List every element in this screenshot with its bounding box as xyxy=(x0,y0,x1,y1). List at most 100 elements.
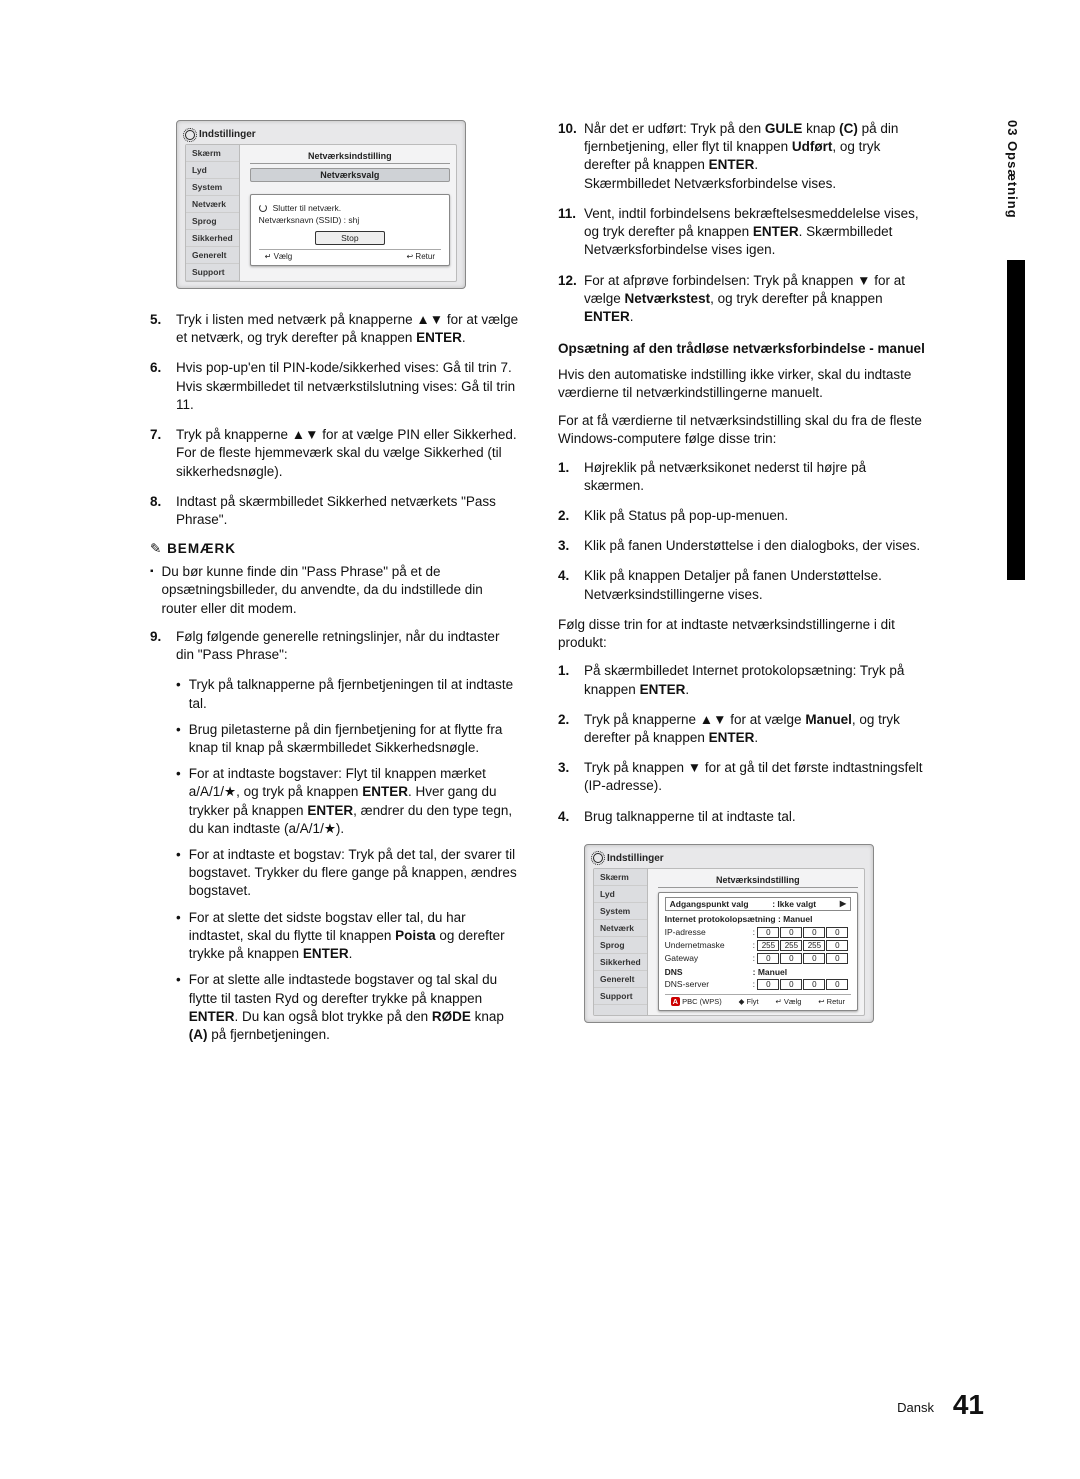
device-side-item: Netværk xyxy=(594,920,647,937)
chevron-right-icon[interactable]: ▶ xyxy=(840,899,846,908)
bullet-text: For at indtaste et bogstav: Tryk på det … xyxy=(189,846,520,901)
ip-octet[interactable]: 0 xyxy=(826,940,848,951)
step-text: Højreklik på netværksikonet nederst til … xyxy=(584,459,928,495)
para: For at få værdierne til netværksindstill… xyxy=(558,412,928,448)
ip-octet[interactable]: 0 xyxy=(803,979,825,990)
bullet-text: Brug piletasterne på din fjernbetjening … xyxy=(189,721,520,757)
device-heading: Netværksindstilling xyxy=(658,873,858,888)
device-footer-hint: ◆ Flyt xyxy=(739,997,759,1006)
step-text: Klik på knappen Detaljer på fanen Unders… xyxy=(584,567,928,603)
device-side-item: Support xyxy=(594,988,647,1005)
step-text: Vent, indtil forbindelsens bekræftelsesm… xyxy=(584,205,928,260)
step-number: 3. xyxy=(558,537,584,555)
device-title: Indstillinger xyxy=(607,853,664,864)
step-number: 4. xyxy=(558,567,584,603)
connecting-text: Slutter til netværk. xyxy=(273,203,342,213)
device-footer-hint: ↩ Retur xyxy=(818,997,845,1006)
device-side-item: Generelt xyxy=(594,971,647,988)
ip-octet[interactable]: 0 xyxy=(803,953,825,964)
device-side-item: Sikkerhed xyxy=(186,230,239,247)
step-text: På skærmbilledet Internet protokolopsætn… xyxy=(584,662,928,698)
step-text: Tryk på knappen ▼ for at gå til det førs… xyxy=(584,759,928,795)
step-text: Klik på fanen Understøttelse i den dialo… xyxy=(584,537,928,555)
ap-label: Adgangspunkt valg xyxy=(670,899,749,909)
ip-octet[interactable]: 0 xyxy=(780,979,802,990)
step-text: Klik på Status på pop-up-menuen. xyxy=(584,507,928,525)
step-text: For at afprøve forbindelsen: Tryk på kna… xyxy=(584,272,928,327)
section-tab: 03 Opsætning xyxy=(1005,120,1020,219)
device-side-item: Sprog xyxy=(594,937,647,954)
para: Følg disse trin for at indtaste netværks… xyxy=(558,616,928,652)
ip-octet[interactable]: 255 xyxy=(780,940,802,951)
spinner-icon xyxy=(259,204,267,212)
step-number: 7. xyxy=(150,426,176,481)
ap-value: : Ikke valgt xyxy=(772,899,816,909)
gear-icon xyxy=(185,130,195,140)
proto-label: Internet protokolopsætning : Manuel xyxy=(665,914,851,924)
device-side-item: Sikkerhed xyxy=(594,954,647,971)
device-side-item: Generelt xyxy=(186,247,239,264)
thumb-index xyxy=(1007,260,1025,580)
select-hint: ↵ Vælg xyxy=(265,252,293,261)
step-number: 6. xyxy=(150,359,176,414)
step-number: 2. xyxy=(558,507,584,525)
bullet-text: For at indtaste bogstaver: Flyt til knap… xyxy=(189,765,520,838)
device-side-item: System xyxy=(594,903,647,920)
device-title: Indstillinger xyxy=(199,129,256,140)
field-label: DNS-server xyxy=(665,979,753,989)
para: Hvis den automatiske indstilling ikke vi… xyxy=(558,366,928,402)
step-number: 2. xyxy=(558,711,584,747)
ip-octet[interactable]: 0 xyxy=(803,927,825,938)
ip-octet[interactable]: 0 xyxy=(826,927,848,938)
device-heading: Netværksindstilling xyxy=(250,149,450,164)
device-side-item: Lyd xyxy=(186,162,239,179)
device-side-item: Lyd xyxy=(594,886,647,903)
step-number: 10. xyxy=(558,120,584,193)
gear-icon xyxy=(593,853,603,863)
step-number: 5. xyxy=(150,311,176,347)
tv-screenshot-manual-ip: Indstillinger SkærmLydSystemNetværkSprog… xyxy=(584,844,874,1023)
stop-button[interactable]: Stop xyxy=(315,231,385,245)
ip-octet[interactable]: 0 xyxy=(780,927,802,938)
step-number: 8. xyxy=(150,493,176,529)
device-side-item: Netværk xyxy=(186,196,239,213)
device-side-item: Sprog xyxy=(186,213,239,230)
note-heading: BEMÆRK xyxy=(150,541,520,557)
step-text: Tryk på knapperne ▲▼ for at vælge PIN el… xyxy=(176,426,520,481)
field-label: Undernetmaske xyxy=(665,940,753,950)
ip-octet[interactable]: 255 xyxy=(803,940,825,951)
ip-octet[interactable]: 255 xyxy=(757,940,779,951)
bullet-text: Tryk på talknapperne på fjernbetjeningen… xyxy=(189,676,520,712)
ip-octet[interactable]: 0 xyxy=(757,979,779,990)
bullet-text: For at slette det sidste bogstav eller t… xyxy=(189,909,520,964)
dns-value: : Manuel xyxy=(753,967,787,977)
device-side-item: Skærm xyxy=(186,145,239,162)
step-text: Brug talknapperne til at indtaste tal. xyxy=(584,808,928,826)
device-footer-hint: ↵ Vælg xyxy=(775,997,801,1006)
note-text: Du bør kunne finde din "Pass Phrase" på … xyxy=(162,563,520,618)
step-text: Indtast på skærmbilledet Sikkerhed netvæ… xyxy=(176,493,520,529)
ssid-text: Netværksnavn (SSID) : shj xyxy=(259,215,360,225)
step-number: 1. xyxy=(558,662,584,698)
ip-octet[interactable]: 0 xyxy=(826,953,848,964)
step-number: 1. xyxy=(558,459,584,495)
step-number: 9. xyxy=(150,628,176,664)
step-number: 12. xyxy=(558,272,584,327)
step-text: Følg følgende generelle retningslinjer, … xyxy=(176,628,520,664)
step-number: 4. xyxy=(558,808,584,826)
field-label: IP-adresse xyxy=(665,927,753,937)
page-language: Dansk xyxy=(897,1400,934,1415)
step-number: 3. xyxy=(558,759,584,795)
section-heading: Opsætning af den trådløse netværksforbin… xyxy=(558,340,928,358)
field-label: Gateway xyxy=(665,953,753,963)
ip-octet[interactable]: 0 xyxy=(757,927,779,938)
ip-octet[interactable]: 0 xyxy=(757,953,779,964)
dns-label: DNS xyxy=(665,967,753,977)
step-text: Tryk i listen med netværk på knapperne ▲… xyxy=(176,311,520,347)
device-side-item: Support xyxy=(186,264,239,281)
ip-octet[interactable]: 0 xyxy=(780,953,802,964)
device-side-item: System xyxy=(186,179,239,196)
ip-octet[interactable]: 0 xyxy=(826,979,848,990)
bullet-text: For at slette alle indtastede bogstaver … xyxy=(189,971,520,1044)
step-text: Når det er udført: Tryk på den GULE knap… xyxy=(584,120,928,193)
